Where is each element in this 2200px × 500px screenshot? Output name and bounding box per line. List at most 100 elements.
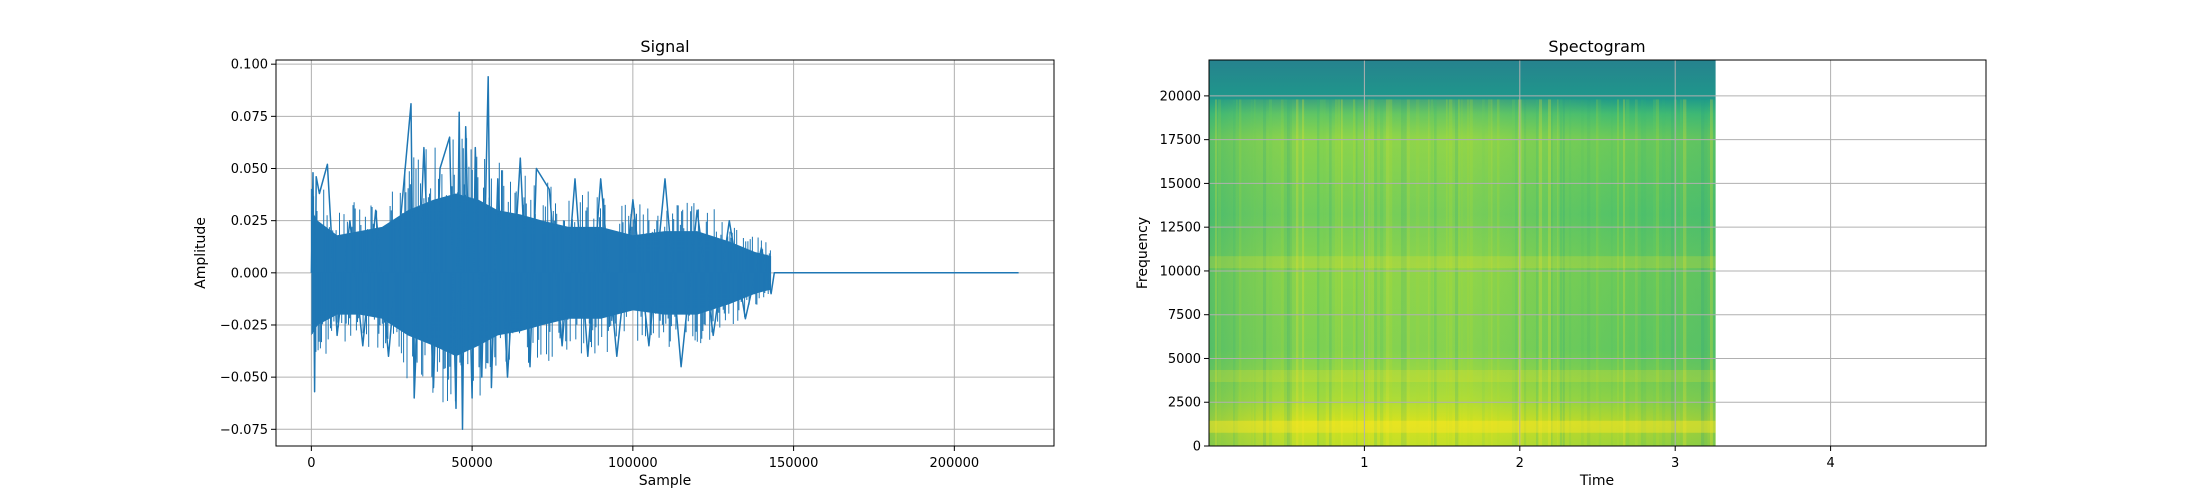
spectrogram-y-tick-label: 12500 [1160, 221, 1201, 236]
signal-waveform-detail [310, 138, 771, 403]
spectrogram-bright-band [1209, 420, 1716, 433]
spectrogram-axes: 1 2 3 4 0 2500 5000 7500 10000 12500 15000 17500 20… [1135, 37, 1987, 489]
signal-y-tick-label: 0.050 [231, 162, 268, 177]
spectrogram-x-axis-label: Time [1579, 473, 1614, 489]
spectrogram-texture-stripe [1596, 99, 1599, 446]
spectrogram-texture-stripe [1587, 99, 1591, 446]
spectrogram-texture-stripe [1488, 99, 1492, 446]
signal-y-tick-label: 0.100 [231, 58, 268, 73]
spectrogram-texture-stripe [1662, 99, 1666, 446]
spectrogram-texture-stripe [1428, 99, 1430, 446]
signal-y-tick-label: 0.000 [231, 266, 268, 281]
spectrogram-texture-stripe [1701, 99, 1705, 446]
spectrogram-texture-stripe [1524, 99, 1527, 446]
signal-y-tick-label: −0.075 [220, 423, 268, 438]
signal-x-ticks: 0 50000 100000 150000 200000 [307, 446, 979, 471]
spectrogram-y-tick-label: 17500 [1160, 133, 1201, 148]
spectrogram-bright-bands [1209, 256, 1716, 433]
spectrogram-texture-stripe [1449, 99, 1453, 446]
spectrogram-x-tick-label: 4 [1826, 456, 1834, 471]
spectrogram-texture-stripe [1287, 99, 1290, 446]
spectrogram-texture-stripe [1710, 99, 1713, 446]
signal-x-tick-label: 0 [307, 456, 315, 471]
spectrogram-texture-stripe [1374, 99, 1378, 446]
spectrogram-texture-stripe [1623, 99, 1626, 446]
spectrogram-texture-stripe [1491, 99, 1493, 446]
spectrogram-texture-stripe [1281, 99, 1284, 446]
spectrogram-texture-stripe [1254, 99, 1256, 446]
spectrogram-texture-stripe [1389, 99, 1393, 446]
spectrogram-texture-stripe [1320, 99, 1324, 446]
spectrogram-x-ticks: 1 2 3 4 [1360, 446, 1835, 471]
spectrogram-texture-stripe [1461, 99, 1463, 446]
signal-x-tick-label: 150000 [769, 456, 819, 471]
spectrogram-texture-stripe [1470, 99, 1473, 446]
spectrogram-texture-stripe [1617, 99, 1620, 446]
spectrogram-texture-stripe [1458, 99, 1460, 446]
spectrogram-texture-stripe [1416, 99, 1420, 446]
signal-y-tick-label: 0.075 [231, 110, 268, 125]
spectrogram-texture-stripe [1635, 99, 1638, 446]
signal-y-ticks: −0.075 −0.050 −0.025 0.000 0.025 0.050 0.075 0.… [220, 58, 276, 438]
spectrogram-texture-stripe [1644, 99, 1647, 446]
spectrogram-texture-stripe [1215, 99, 1217, 446]
signal-y-axis-label: Amplitude [193, 217, 209, 289]
spectrogram-x-tick-label: 2 [1516, 456, 1524, 471]
spectrogram-texture-stripe [1581, 99, 1584, 446]
spectrogram-texture-stripe [1551, 99, 1553, 446]
spectrogram-texture-stripe [1218, 99, 1222, 446]
spectrogram-texture-stripe [1341, 99, 1343, 446]
spectrogram-texture-stripe [1269, 99, 1273, 446]
spectrogram-bright-band [1209, 369, 1716, 382]
spectrogram-texture-stripe [1626, 99, 1630, 446]
spectrogram-texture-stripe [1482, 99, 1485, 446]
spectrogram-texture-stripe [1233, 99, 1236, 446]
spectrogram-texture-stripe [1317, 99, 1320, 446]
spectrogram-y-tick-label: 5000 [1168, 352, 1201, 367]
spectrogram-texture-stripe [1239, 99, 1242, 446]
signal-y-tick-label: −0.050 [220, 371, 268, 386]
spectrogram-texture-stripe [1683, 99, 1687, 446]
spectrogram-texture-stripe [1497, 99, 1500, 446]
spectrogram-texture-stripe [1296, 99, 1299, 446]
signal-title: Signal [640, 37, 689, 56]
spectrogram-texture-stripe [1536, 99, 1538, 446]
spectrogram-texture-stripe [1641, 99, 1644, 446]
spectrogram-grid [1209, 60, 1986, 447]
spectrogram-texture-stripe [1290, 99, 1292, 446]
spectrogram-texture-stripe [1368, 99, 1371, 446]
signal-x-tick-label: 50000 [451, 456, 492, 471]
spectrogram-texture-stripe [1404, 99, 1407, 446]
spectrogram-texture-stripe [1539, 99, 1543, 446]
spectrogram-texture-stripe [1251, 99, 1253, 446]
signal-axes-frame [275, 59, 1055, 447]
spectrogram-texture-stripe [1329, 99, 1332, 446]
spectrogram-texture-stripe [1353, 99, 1356, 446]
spectrogram-texture [1215, 99, 1716, 446]
spectrogram-texture-stripe [1599, 99, 1602, 446]
spectrogram-time-shading [1209, 99, 1716, 446]
spectrogram-texture-stripe [1512, 99, 1516, 446]
signal-y-tick-label: 0.025 [231, 214, 268, 229]
spectrogram-texture-stripe [1380, 99, 1384, 446]
spectrogram-texture-stripe [1656, 99, 1660, 446]
spectrogram-texture-stripe [1560, 99, 1563, 446]
spectrogram-y-ticks: 0 2500 5000 7500 10000 12500 15000 17500 20000 [1160, 89, 1209, 455]
spectrogram-y-tick-label: 20000 [1160, 89, 1201, 104]
spectrogram-texture-stripe [1407, 99, 1410, 446]
spectrogram-texture-stripe [1323, 99, 1326, 446]
spectrogram-x-tick-label: 1 [1360, 456, 1368, 471]
spectrogram-texture-stripe [1338, 99, 1341, 446]
signal-x-tick-label: 200000 [930, 456, 980, 471]
spectrogram-texture-stripe [1446, 99, 1448, 446]
spectrogram-texture-stripe [1515, 99, 1518, 446]
signal-y-tick-label: −0.025 [220, 318, 268, 333]
spectrogram-y-axis-label: Frequency [1135, 217, 1151, 289]
spectrogram-texture-stripe [1302, 99, 1305, 446]
spectrogram-texture-stripe [1467, 99, 1470, 446]
spectrogram-texture-stripe [1563, 99, 1565, 446]
spectrogram-texture-stripe [1557, 99, 1559, 446]
spectrogram-texture-stripe [1263, 99, 1267, 446]
spectrogram-texture-stripe [1455, 99, 1459, 446]
